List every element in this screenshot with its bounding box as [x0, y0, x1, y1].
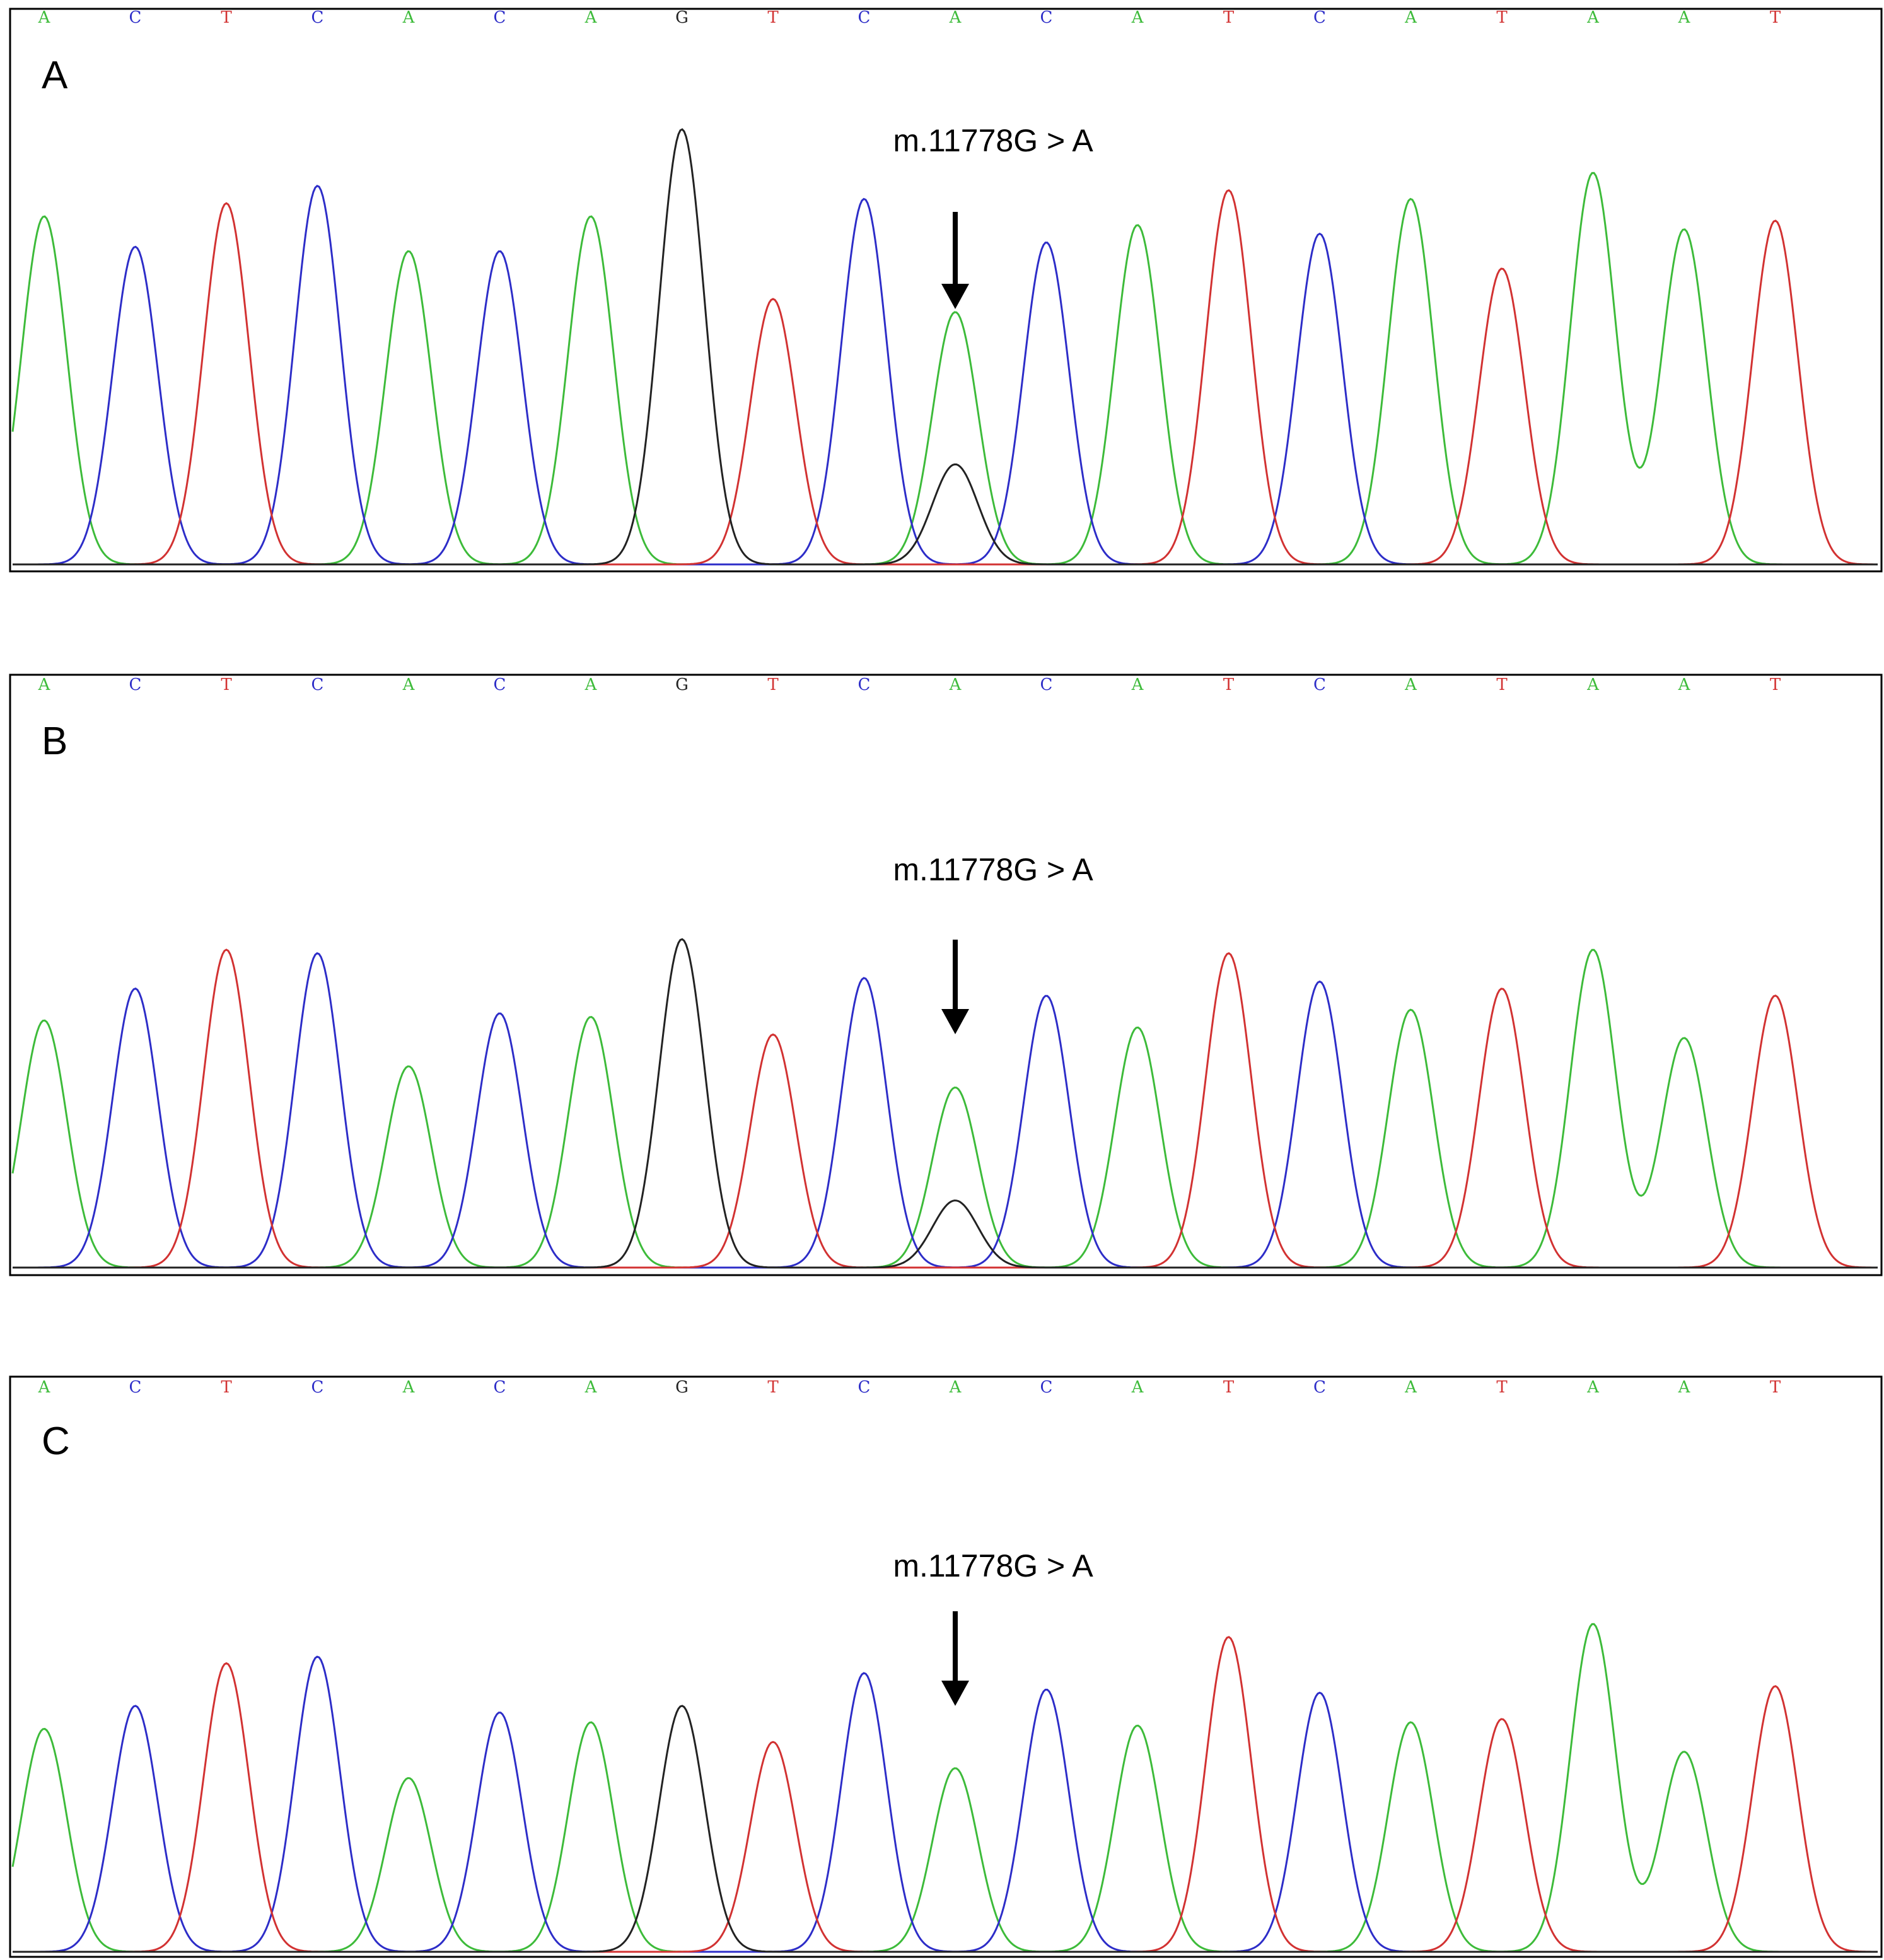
- base-call-letter: A: [1586, 1378, 1600, 1397]
- base-call-letter: C: [1313, 8, 1326, 27]
- base-call-letter: G: [675, 675, 689, 694]
- base-call-letter: C: [129, 8, 142, 27]
- mutation-annotation: m.11778G > A: [893, 123, 1093, 158]
- base-call-letter: C: [129, 675, 142, 694]
- trace-c: [13, 185, 1878, 566]
- panel-frame: [9, 674, 1883, 1276]
- trace-g: [13, 128, 1878, 566]
- base-call-letter: A: [1404, 1378, 1417, 1397]
- base-call-letter: A: [949, 8, 962, 27]
- panel-frame: [9, 8, 1883, 573]
- base-call-letter: A: [1678, 8, 1691, 27]
- base-call-letter: C: [494, 675, 506, 694]
- base-call-letter: A: [1131, 8, 1144, 27]
- panel-b: A C T C A C A G T C A C A T C A T A A T Bm.11778G > A: [9, 674, 1883, 1276]
- base-call-letter: T: [1770, 675, 1781, 694]
- trace-t: [13, 189, 1878, 566]
- base-call-letter: A: [402, 8, 416, 27]
- base-call-letter: A: [584, 675, 598, 694]
- base-call-letter: T: [767, 8, 779, 27]
- base-call-letter: T: [1496, 8, 1508, 27]
- base-call-letter: C: [858, 1378, 871, 1397]
- panel-label: A: [42, 54, 68, 97]
- base-call-letter: C: [311, 675, 324, 694]
- base-call-letter: T: [1223, 675, 1235, 694]
- base-call-letter: C: [1040, 8, 1053, 27]
- trace-c: [13, 952, 1878, 1269]
- base-call-letter: T: [767, 1378, 779, 1397]
- base-call-letter: A: [38, 8, 51, 27]
- trace-a: [11, 948, 1878, 1269]
- base-call-letter: A: [1404, 8, 1417, 27]
- base-call-letter: A: [38, 1378, 51, 1397]
- base-call-letter: A: [584, 8, 598, 27]
- base-call-letter: T: [221, 1378, 232, 1397]
- base-call-letter: C: [1040, 1378, 1053, 1397]
- trace-a: [11, 172, 1878, 566]
- base-call-letter: A: [1586, 675, 1600, 694]
- base-call-letter: A: [1678, 675, 1691, 694]
- base-call-letter: A: [402, 675, 416, 694]
- base-call-letter: A: [38, 675, 51, 694]
- base-call-letter: T: [1223, 8, 1235, 27]
- base-call-letter: C: [858, 675, 871, 694]
- arrow-head: [941, 1009, 969, 1034]
- panel-c: A C T C A C A G T C A C A T C A T A A T Cm.11778G > A: [9, 1375, 1883, 1958]
- base-call-letter: A: [949, 1378, 962, 1397]
- base-call-letter: A: [1678, 1378, 1691, 1397]
- base-call-letter: T: [1496, 1378, 1508, 1397]
- base-call-letter: A: [1131, 1378, 1144, 1397]
- mutation-annotation: m.11778G > A: [893, 852, 1093, 887]
- trace-t: [13, 948, 1878, 1269]
- trace-g: [13, 938, 1878, 1269]
- base-call-letter: G: [675, 8, 689, 27]
- base-call-letter: C: [1313, 1378, 1326, 1397]
- base-call-letter: C: [494, 8, 506, 27]
- base-call-letter: C: [129, 1378, 142, 1397]
- trace-g: [13, 1705, 1878, 1953]
- base-call-letter: A: [584, 1378, 598, 1397]
- panel-a: A C T C A C A G T C A C A T C A T A A T Am.11778G > A: [9, 8, 1883, 573]
- base-call-letter: A: [1131, 675, 1144, 694]
- base-call-letter: C: [311, 1378, 324, 1397]
- base-call-letter: C: [858, 8, 871, 27]
- base-call-letter: C: [311, 8, 324, 27]
- arrow-head: [941, 284, 969, 309]
- base-call-letter: C: [1313, 675, 1326, 694]
- panel-frame: [9, 1375, 1883, 1958]
- base-call-letter: C: [494, 1378, 506, 1397]
- base-call-letter: T: [221, 675, 232, 694]
- base-call-letter: A: [1586, 8, 1600, 27]
- base-call-letter: T: [1496, 675, 1508, 694]
- base-call-letter: T: [1770, 1378, 1781, 1397]
- base-call-letter: G: [675, 1378, 689, 1397]
- trace-c: [13, 1655, 1878, 1953]
- base-call-letter: A: [402, 1378, 416, 1397]
- base-call-letter: T: [767, 675, 779, 694]
- base-call-letter: A: [1404, 675, 1417, 694]
- panel-label: C: [42, 1420, 70, 1463]
- panel-label: B: [42, 720, 67, 763]
- mutation-annotation: m.11778G > A: [893, 1548, 1093, 1584]
- base-call-letter: T: [1223, 1378, 1235, 1397]
- base-call-letter: C: [1040, 675, 1053, 694]
- base-call-letter: T: [221, 8, 232, 27]
- arrow-head: [941, 1681, 969, 1706]
- base-call-letter: T: [1770, 8, 1781, 27]
- base-call-letter: A: [949, 675, 962, 694]
